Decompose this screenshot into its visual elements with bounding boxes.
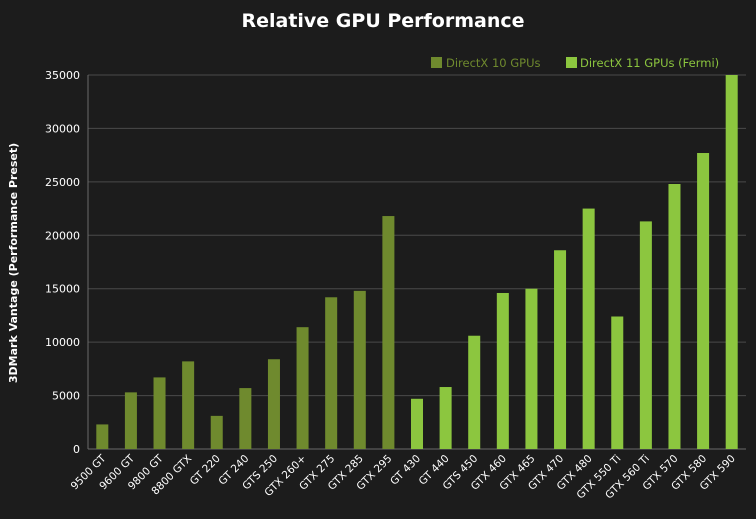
bar — [124, 392, 137, 449]
legend: DirectX 10 GPUs DirectX 11 GPUs (Fermi) — [431, 56, 719, 70]
bar — [496, 292, 509, 449]
y-tick-label: 25000 — [45, 176, 80, 189]
bar — [267, 359, 280, 449]
bar — [296, 327, 309, 449]
y-tick-label: 10000 — [45, 336, 80, 349]
x-tick-label: GT 220 — [188, 453, 223, 488]
bar — [668, 183, 681, 449]
bar — [611, 316, 624, 449]
bar — [582, 208, 595, 449]
bar — [639, 221, 652, 449]
y-tick-label: 0 — [73, 443, 80, 456]
y-tick-label: 5000 — [52, 390, 80, 403]
bar — [182, 361, 195, 449]
y-tick-label: 35000 — [45, 69, 80, 82]
bar — [239, 388, 252, 449]
legend-label-directx10: DirectX 10 GPUs — [446, 56, 541, 70]
bar — [210, 415, 223, 449]
bar — [353, 290, 366, 449]
bar — [96, 424, 109, 449]
bar — [325, 297, 338, 449]
legend-label-directx11: DirectX 11 GPUs (Fermi) — [580, 56, 719, 70]
y-tick-label: 15000 — [45, 283, 80, 296]
bar — [153, 377, 166, 449]
bar — [410, 398, 424, 449]
chart-title: Relative GPU Performance — [241, 10, 524, 32]
bar — [725, 75, 738, 449]
bar — [439, 387, 452, 449]
gridlines — [88, 74, 746, 450]
y-axis-label: 3DMark Vantage (Performance Preset) — [7, 143, 20, 383]
legend-swatch-directx10 — [431, 57, 442, 68]
y-tick-label: 30000 — [45, 122, 80, 135]
bar — [382, 216, 395, 449]
y-tick-labels: 0 5000 10000 15000 20000 25000 30000 35000 — [45, 69, 80, 456]
bars — [96, 75, 738, 449]
bar — [525, 288, 538, 449]
bar — [697, 153, 710, 449]
x-tick-label: GT 430 — [388, 453, 423, 488]
legend-swatch-directx11 — [566, 57, 577, 68]
bar — [468, 335, 481, 449]
y-tick-label: 20000 — [45, 229, 80, 242]
bar — [554, 250, 567, 449]
